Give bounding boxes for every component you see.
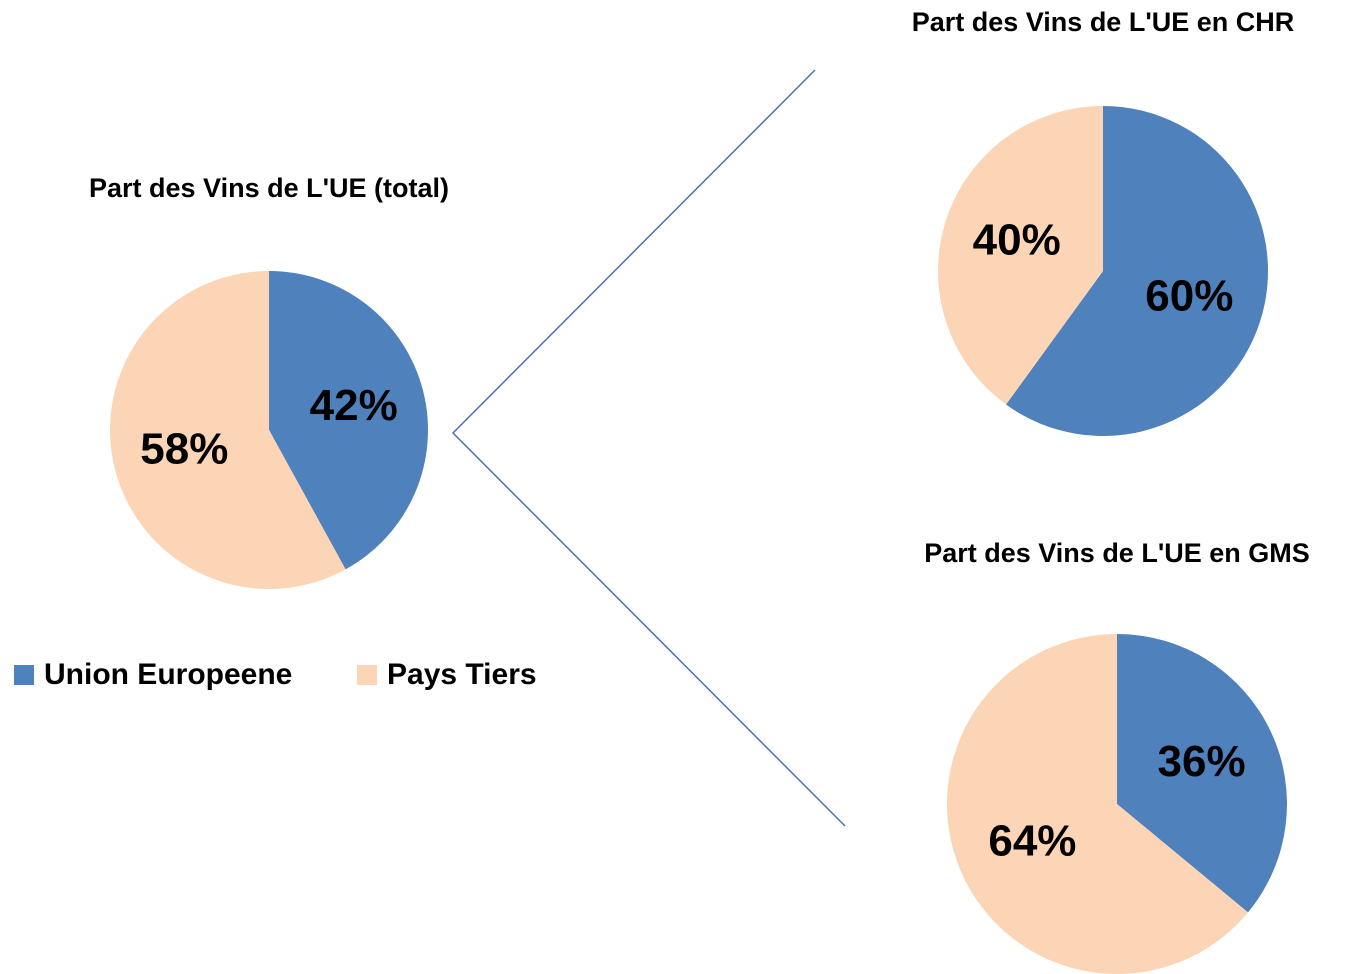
value-label: 36%: [1158, 737, 1246, 786]
pie-slice: [269, 271, 428, 570]
legend-label: Pays Tiers: [387, 658, 537, 691]
chart-title: Part des Vins de L'UE en GMS: [924, 538, 1310, 568]
chart-title: Part des Vins de L'UE en CHR: [912, 7, 1295, 37]
pie-slice: [938, 106, 1103, 405]
pie-slice: [1006, 106, 1268, 436]
legend-label: Union Europeene: [44, 658, 292, 691]
value-label: 42%: [310, 381, 398, 430]
chart-title: Part des Vins de L'UE (total): [89, 173, 449, 203]
value-label: 40%: [973, 216, 1061, 265]
pie-slice: [1117, 634, 1287, 913]
value-label: 58%: [140, 424, 228, 473]
value-label: 64%: [988, 816, 1076, 865]
pie-slice: [947, 634, 1248, 974]
pie-slice: [109, 271, 346, 589]
value-label: 60%: [1145, 272, 1233, 321]
legend-swatch: [357, 665, 377, 685]
legend-swatch: [14, 665, 34, 685]
connector: [451, 69, 846, 827]
